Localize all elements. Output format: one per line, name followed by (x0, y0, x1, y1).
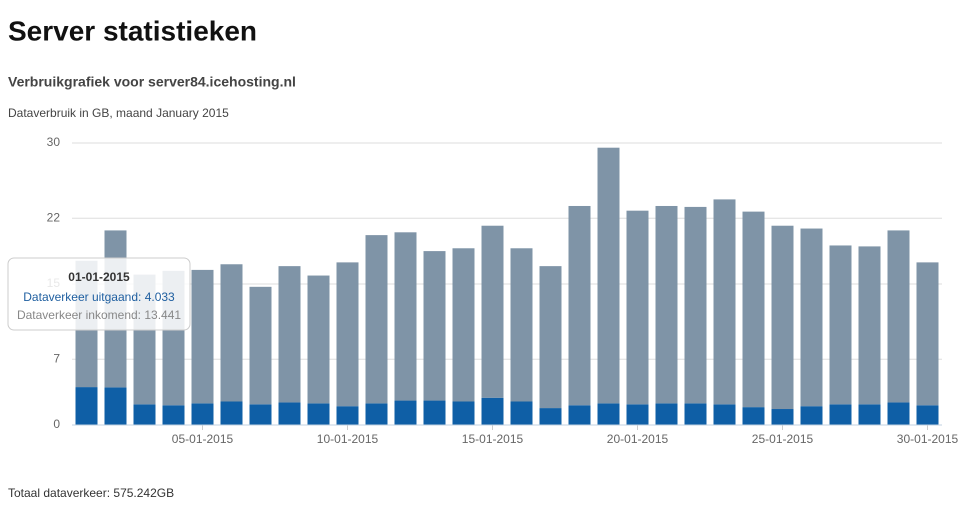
bar-segment (742, 407, 765, 425)
bar-segment (597, 147, 620, 404)
bar-segment (510, 248, 533, 402)
tooltip-value: 4.033 (145, 290, 175, 304)
bar-segment (481, 225, 504, 398)
bar-segment (423, 400, 446, 425)
bar-segment (133, 404, 156, 425)
bar-segment (597, 403, 620, 425)
page-title: Server statistieken (8, 15, 257, 46)
bar-segment (684, 206, 707, 404)
bar-segment (220, 264, 243, 402)
bar-segment (916, 405, 939, 425)
bar-segment (220, 401, 243, 425)
tooltip-line: Dataverkeer uitgaand: 4.033 (23, 290, 175, 304)
bar-segment (365, 235, 388, 404)
footer: Totaal dataverkeer: 575.242GB (8, 486, 174, 500)
bar-segment (771, 225, 794, 410)
bar-segment (829, 245, 852, 405)
bar-segment (249, 404, 272, 425)
bar-segment (626, 404, 649, 425)
tooltip: 01-01-2015 Dataverkeer uitgaand: 4.033 D… (7, 257, 191, 331)
bar-segment (742, 211, 765, 408)
bar-segment (829, 404, 852, 425)
x-tick-label: 15-01-2015 (462, 432, 524, 446)
bar-segment (626, 210, 649, 405)
bar-segment (307, 403, 330, 425)
bar-segment (336, 406, 359, 425)
bar-segment (278, 266, 301, 403)
bar-segment (713, 404, 736, 425)
x-tick-label: 30-01-2015 (897, 432, 959, 446)
bar-segment (771, 409, 794, 425)
bar-segment (452, 248, 475, 402)
y-tick-label: 7 (53, 351, 60, 365)
bar-segment (75, 387, 98, 425)
y-tick-label: 22 (47, 210, 61, 224)
bar-segment (394, 400, 417, 425)
bar-segment (510, 401, 533, 425)
bar-segment (365, 403, 388, 425)
bar-segment (568, 205, 591, 406)
tooltip-value: 13.441 (144, 308, 181, 322)
bar-segment (278, 402, 301, 425)
bar-segment (655, 403, 678, 425)
x-tick-label: 05-01-2015 (172, 432, 234, 446)
bar-segment (481, 397, 504, 425)
y-tick-label: 0 (53, 417, 60, 431)
series-name: Dataverkeer inkomend (17, 308, 138, 322)
bar-segment (887, 230, 910, 403)
bar-segment (307, 275, 330, 404)
series-name: Dataverkeer uitgaand (23, 290, 138, 304)
bar-segment (800, 406, 823, 425)
bar-segment (800, 228, 823, 407)
bar-segment (655, 205, 678, 404)
x-tick-label: 20-01-2015 (607, 432, 669, 446)
bar-segment (394, 232, 417, 401)
bar-segment (423, 251, 446, 401)
x-tick-label: 10-01-2015 (317, 432, 379, 446)
bar-segment (887, 402, 910, 425)
bar-segment (162, 405, 185, 425)
tooltip-line: Dataverkeer inkomend: 13.441 (17, 308, 181, 322)
bar-segment (539, 266, 562, 409)
bar-segment (336, 262, 359, 407)
page-heading: Verbruikgrafiek voor server84.icehosting… (8, 74, 296, 90)
chart-title: Dataverbruik in GB, maand January 2015 (8, 106, 229, 120)
x-tick-label: 25-01-2015 (752, 432, 814, 446)
bar-segment (568, 405, 591, 425)
bar-segment (713, 199, 736, 405)
bar-segment (684, 403, 707, 425)
bar-segment (539, 408, 562, 425)
bar-segment (452, 401, 475, 425)
bar-segment (916, 262, 939, 406)
bar-segment (104, 387, 127, 425)
y-tick-label: 30 (47, 135, 61, 149)
tooltip-box (7, 257, 191, 331)
bar-segment (858, 404, 881, 425)
bar-segment (249, 286, 272, 405)
tooltip-header: 01-01-2015 (68, 270, 130, 284)
bar-segment (858, 246, 881, 405)
bar-segment (191, 269, 214, 404)
bar-segment (191, 403, 214, 425)
